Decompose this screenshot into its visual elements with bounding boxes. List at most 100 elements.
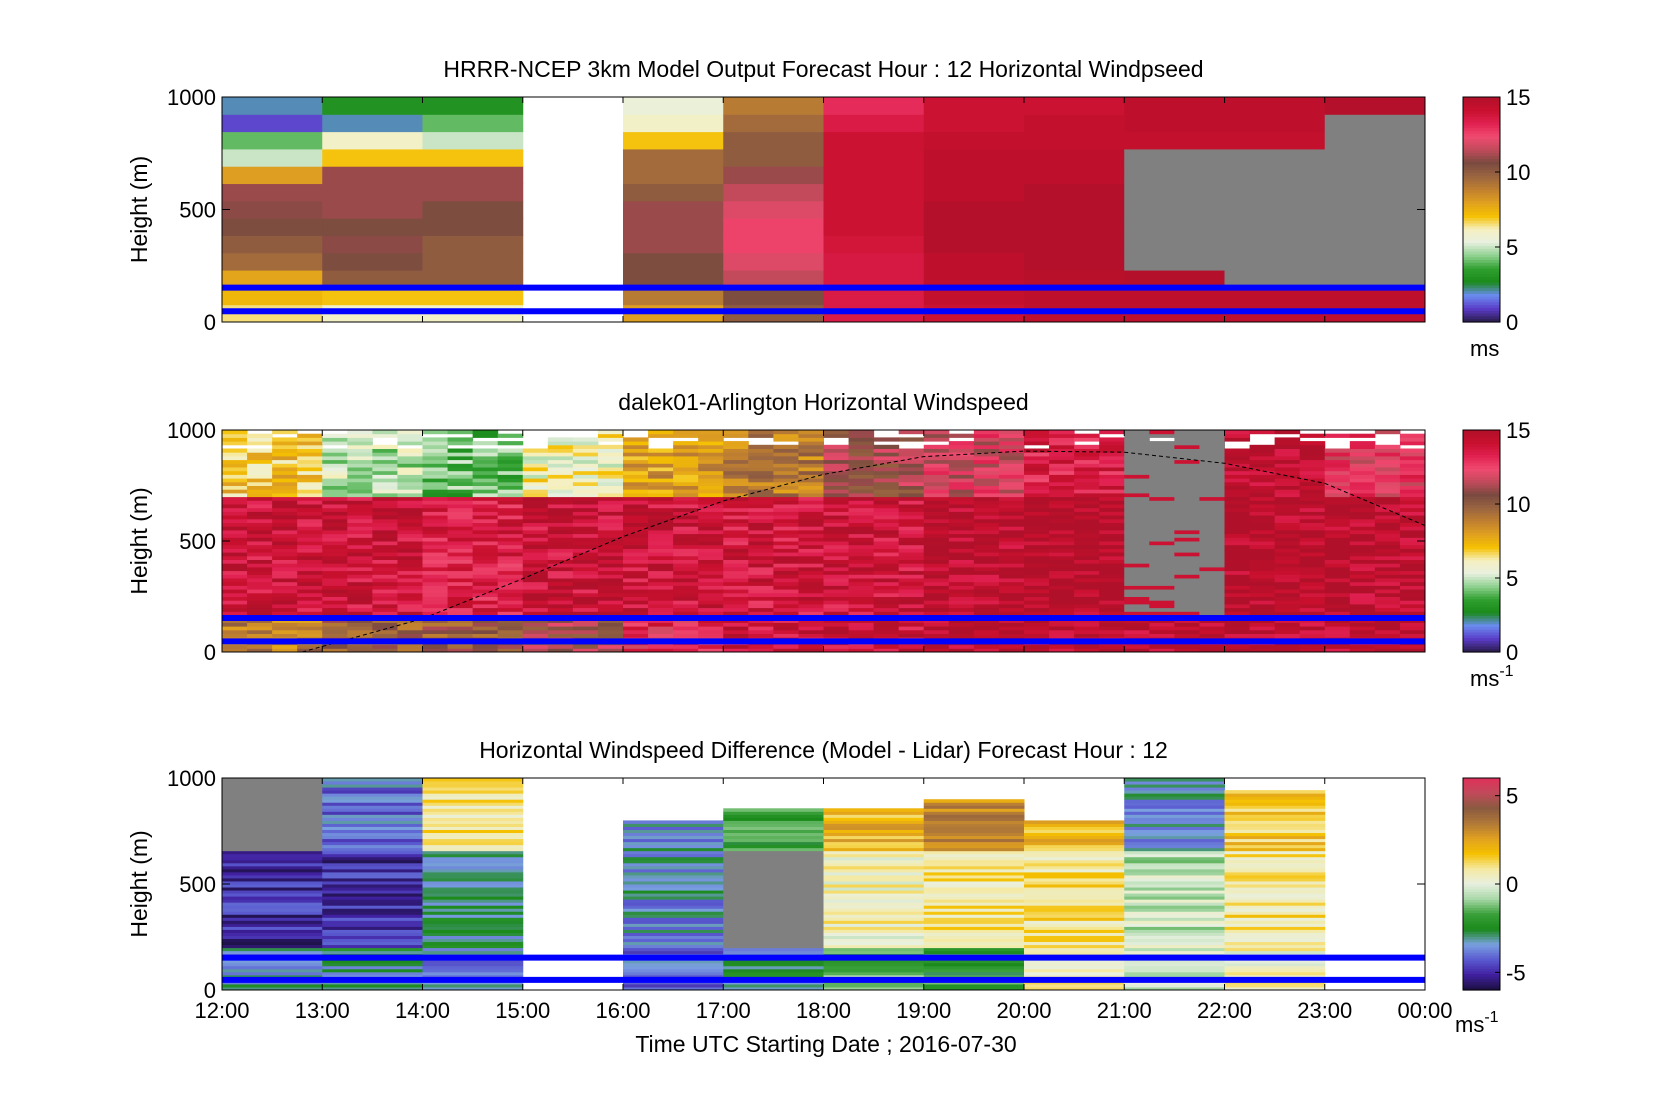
difference-cell xyxy=(623,965,724,970)
lidar-cell xyxy=(1274,496,1301,501)
difference-cell xyxy=(823,944,925,949)
lidar-cell xyxy=(272,544,298,549)
lidar-cell xyxy=(397,515,423,520)
difference-cell xyxy=(1024,820,1125,824)
lidar-cell xyxy=(1174,470,1200,475)
lidar-cell xyxy=(372,433,398,438)
lidar-cell xyxy=(648,455,674,461)
difference-cell xyxy=(923,974,1025,979)
lidar-cell xyxy=(823,607,850,612)
lidar-cell xyxy=(1149,611,1175,616)
lidar-cell xyxy=(1274,611,1301,616)
lidar-cell xyxy=(1299,552,1326,557)
lidar-cell xyxy=(1124,585,1150,590)
lidar-cell xyxy=(547,526,574,531)
lidar-cell xyxy=(547,578,574,583)
difference-cell xyxy=(222,817,323,821)
panel-difference: Horizontal Windspeed Difference (Model -… xyxy=(126,737,1526,1037)
lidar-cell xyxy=(272,511,298,516)
colorbar-swatch xyxy=(1463,618,1500,623)
lidar-cell xyxy=(1324,563,1351,568)
lidar-cell xyxy=(998,644,1025,649)
lidar-cell xyxy=(923,548,950,553)
lidar-cell xyxy=(998,544,1025,549)
lidar-cell xyxy=(397,581,423,586)
difference-cell xyxy=(422,938,524,943)
lidar-cell xyxy=(1249,603,1276,609)
lidar-cell xyxy=(623,441,649,446)
lidar-cell xyxy=(222,492,248,498)
difference-cell xyxy=(623,877,724,882)
lidar-cell xyxy=(923,626,950,631)
lidar-cell xyxy=(1049,537,1075,542)
lidar-cell xyxy=(397,470,423,475)
lidar-cell xyxy=(1274,581,1301,586)
lidar-cell xyxy=(597,500,624,505)
lidar-cell xyxy=(372,452,398,457)
lidar-cell xyxy=(1074,507,1100,512)
lidar-cell xyxy=(823,555,850,560)
lidar-cell xyxy=(1024,648,1050,653)
lidar-cell xyxy=(898,526,925,531)
difference-cell xyxy=(422,820,524,824)
lidar-cell xyxy=(823,622,850,627)
lidar-cell xyxy=(673,504,699,509)
lidar-cell xyxy=(447,492,474,498)
lidar-cell xyxy=(698,507,724,512)
lidar-cell xyxy=(1374,515,1401,520)
lidar-cell xyxy=(1349,596,1376,601)
lidar-cell xyxy=(898,633,925,638)
lidar-cell xyxy=(222,578,248,583)
lidar-cell xyxy=(1324,603,1351,609)
lidar-cell xyxy=(1124,611,1150,616)
lidar-cell xyxy=(1099,611,1125,616)
lidar-cell xyxy=(272,559,298,564)
lidar-cell xyxy=(1199,511,1225,516)
lidar-cell xyxy=(247,537,273,542)
lidar-cell xyxy=(1124,603,1150,609)
lidar-cell xyxy=(1124,563,1150,568)
lidar-cell xyxy=(297,644,323,649)
colorbar-swatch xyxy=(1463,282,1500,287)
lidar-cell xyxy=(698,555,724,560)
lidar-cell xyxy=(1299,455,1326,461)
lidar-cell xyxy=(1374,430,1401,435)
lidar-cell xyxy=(1349,611,1376,616)
difference-cell xyxy=(322,950,423,955)
lidar-cell xyxy=(272,648,298,653)
lidar-cell xyxy=(572,452,599,457)
colorbar-swatch xyxy=(1463,809,1500,814)
lidar-cell xyxy=(447,463,474,468)
lidar-cell xyxy=(773,507,799,512)
lidar-cell xyxy=(1124,626,1150,631)
lidar-cell xyxy=(1374,559,1401,564)
difference-cell xyxy=(422,962,524,967)
lidar-cell xyxy=(322,478,348,483)
lidar-cell xyxy=(322,529,348,535)
lidar-cell xyxy=(648,585,674,590)
lidar-cell xyxy=(873,444,900,449)
lidar-cell xyxy=(798,430,824,435)
colorbar-swatch xyxy=(1463,130,1500,135)
lidar-cell xyxy=(272,489,298,494)
lidar-cell xyxy=(372,496,398,501)
lidar-cell xyxy=(848,441,875,446)
colorbar-swatch xyxy=(1463,968,1500,973)
lidar-cell xyxy=(723,481,749,486)
lidar-cell xyxy=(347,529,373,535)
lidar-cell xyxy=(1099,481,1125,486)
lidar-cell xyxy=(1274,511,1301,516)
lidar-cell xyxy=(397,544,423,549)
lidar-cell xyxy=(1224,578,1251,583)
lidar-cell xyxy=(698,589,724,594)
x-tick-label: 19:00 xyxy=(896,998,951,1023)
colorbar-swatch xyxy=(1463,960,1500,965)
lidar-cell xyxy=(1024,474,1050,479)
lidar-cell xyxy=(447,437,474,442)
lidar-cell xyxy=(472,585,499,590)
difference-cell xyxy=(322,962,423,967)
lidar-cell xyxy=(623,518,649,523)
lidar-cell xyxy=(447,603,474,609)
lidar-cell xyxy=(948,526,975,531)
lidar-cell xyxy=(798,467,824,472)
